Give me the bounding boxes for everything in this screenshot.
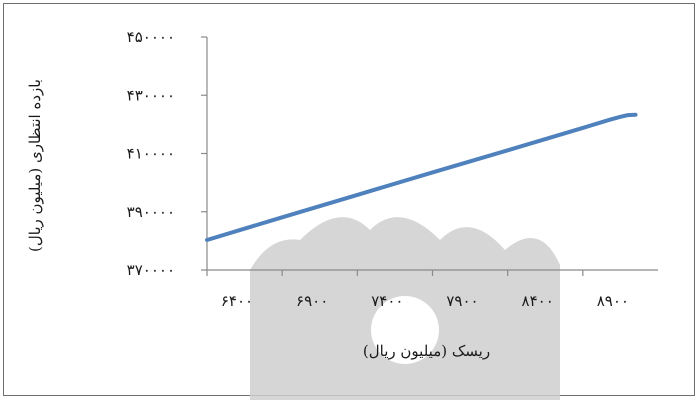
x-tick-label: ۸۹۰۰: [597, 292, 629, 310]
x-axis-ticks: ۶۴۰۰ ۶۹۰۰ ۷۴۰۰ ۷۹۰۰ ۸۴۰۰ ۸۹۰۰: [206, 270, 629, 310]
y-tick-label: ۴۱۰۰۰۰: [127, 145, 175, 163]
y-axis-ticks: ۳۷۰۰۰۰ ۳۹۰۰۰۰ ۴۱۰۰۰۰ ۴۳۰۰۰۰ ۴۵۰۰۰۰: [127, 28, 207, 279]
y-tick-label: ۴۳۰۰۰۰: [127, 86, 175, 104]
y-axis-title: بازده انتظاری (میلیون ریال): [26, 79, 44, 252]
x-tick-label: ۶۹۰۰: [296, 292, 328, 310]
y-tick-label: ۳۹۰۰۰۰: [127, 203, 175, 221]
y-tick-label: ۳۷۰۰۰۰: [127, 261, 175, 279]
series-line: [205, 112, 638, 242]
x-tick-label: ۷۴۰۰: [371, 292, 403, 310]
x-tick-label: ۷۹۰۰: [446, 292, 478, 310]
watermark-ornament: [250, 217, 560, 400]
x-tick-label: ۶۴۰۰: [221, 292, 253, 310]
y-tick-label: ۴۵۰۰۰۰: [127, 28, 175, 46]
x-axis-title: ریسک (میلیون ریال): [363, 342, 490, 360]
x-tick-label: ۸۴۰۰: [522, 292, 554, 310]
